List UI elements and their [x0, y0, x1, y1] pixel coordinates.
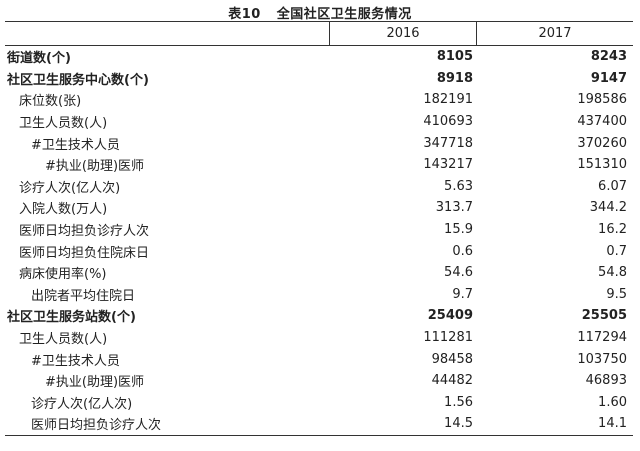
- value-2016: 5.63: [444, 178, 473, 194]
- value-2017: 151310: [577, 157, 627, 173]
- row-label: 医师日均担负住院床日: [19, 245, 150, 261]
- value-2017: 54.8: [598, 265, 627, 281]
- value-2016: 14.5: [444, 416, 473, 432]
- value-2016: 143217: [423, 157, 473, 173]
- value-2016: 8105: [436, 49, 473, 65]
- statistics-table: 2016 2017 街道数(个) 8105 8243 社区卫生服务中心数(个) 8918…: [5, 21, 633, 436]
- table-title: 表10 全国社区卫生服务情况: [0, 3, 640, 22]
- table-row: #卫生技术人员 98458 103750: [5, 348, 633, 370]
- value-2017: 344.2: [589, 200, 627, 216]
- table-row: 床位数(张) 182191 198586: [5, 89, 633, 111]
- table-row: 街道数(个) 8105 8243: [5, 46, 633, 68]
- value-2016: 182191: [423, 92, 473, 108]
- table-row: #执业(助理)医师 143217 151310: [5, 154, 633, 176]
- value-2016: 313.7: [435, 200, 473, 216]
- table-row: 社区卫生服务中心数(个) 8918 9147: [5, 68, 633, 90]
- table-row: 诊疗人次(亿人次) 1.56 1.60: [5, 392, 633, 414]
- value-2016: 15.9: [444, 222, 473, 238]
- header-2017: 2017: [538, 26, 572, 41]
- row-label: #卫生技术人员: [31, 137, 120, 153]
- row-label: #执业(助理)医师: [45, 159, 145, 175]
- value-2016: 111281: [423, 330, 473, 346]
- value-2016: 8918: [436, 70, 473, 86]
- row-label: 诊疗人次(亿人次): [31, 396, 133, 412]
- header-2016: 2016: [330, 22, 477, 45]
- table-row: 卫生人员数(人) 410693 437400: [5, 111, 633, 133]
- table-row: 社区卫生服务站数(个) 25409 25505: [5, 305, 633, 327]
- row-label: 医师日均担负诊疗人次: [19, 224, 150, 240]
- value-2016: 1.56: [444, 394, 473, 410]
- value-2017: 14.1: [598, 416, 627, 432]
- value-2017: 198586: [577, 92, 627, 108]
- value-2016: 98458: [431, 351, 473, 367]
- row-label: 床位数(张): [19, 94, 82, 110]
- value-2017: 6.07: [598, 178, 627, 194]
- row-label: 社区卫生服务中心数(个): [7, 72, 149, 88]
- table-row: 医师日均担负诊疗人次 15.9 16.2: [5, 219, 633, 241]
- row-label: 病床使用率(%): [19, 267, 107, 283]
- row-label: 医师日均担负诊疗人次: [31, 418, 162, 434]
- value-2017: 437400: [577, 114, 627, 130]
- value-2017: 16.2: [598, 222, 627, 238]
- table-number: 表10: [228, 7, 261, 22]
- table-row: #卫生技术人员 347718 370260: [5, 132, 633, 154]
- value-2017: 370260: [577, 135, 627, 151]
- row-label: 社区卫生服务站数(个): [7, 310, 136, 326]
- row-label: 出院者平均住院日: [31, 288, 136, 304]
- value-2017: 0.7: [606, 243, 627, 259]
- value-2017: 9147: [590, 70, 627, 86]
- value-2016: 347718: [423, 135, 473, 151]
- value-2016: 410693: [423, 114, 473, 130]
- row-label: 入院人数(万人): [19, 202, 108, 218]
- value-2017: 117294: [577, 330, 627, 346]
- table-row: 诊疗人次(亿人次) 5.63 6.07: [5, 176, 633, 198]
- row-label: 卫生人员数(人): [19, 116, 108, 132]
- value-2017: 103750: [577, 351, 627, 367]
- table-header: 2016 2017: [5, 21, 633, 46]
- value-2017: 25505: [581, 308, 627, 324]
- value-2017: 1.60: [598, 394, 627, 410]
- value-2016: 25409: [427, 308, 473, 324]
- table-row: #执业(助理)医师 44482 46893: [5, 370, 633, 392]
- value-2016: 44482: [431, 373, 473, 389]
- row-label: 卫生人员数(人): [19, 332, 108, 348]
- value-2016: 0.6: [452, 243, 473, 259]
- table-row: 医师日均担负诊疗人次 14.5 14.1: [5, 413, 633, 435]
- value-2017: 9.5: [606, 286, 627, 302]
- row-label: 街道数(个): [7, 51, 71, 67]
- table-row: 病床使用率(%) 54.6 54.8: [5, 262, 633, 284]
- table-row: 医师日均担负住院床日 0.6 0.7: [5, 240, 633, 262]
- row-label: #执业(助理)医师: [45, 375, 145, 391]
- table-row: 出院者平均住院日 9.7 9.5: [5, 284, 633, 306]
- value-2017: 8243: [590, 49, 627, 65]
- row-label: 诊疗人次(亿人次): [19, 180, 121, 196]
- value-2016: 54.6: [444, 265, 473, 281]
- table-title-text: 全国社区卫生服务情况: [276, 7, 412, 22]
- value-2016: 9.7: [452, 286, 473, 302]
- row-label: #卫生技术人员: [31, 353, 120, 369]
- table-body: 街道数(个) 8105 8243 社区卫生服务中心数(个) 8918 9147 床位数(张)…: [5, 46, 633, 436]
- value-2017: 46893: [585, 373, 627, 389]
- header-label-cell: [5, 22, 330, 45]
- table-row: 入院人数(万人) 313.7 344.2: [5, 197, 633, 219]
- table-row: 卫生人员数(人) 111281 117294: [5, 327, 633, 349]
